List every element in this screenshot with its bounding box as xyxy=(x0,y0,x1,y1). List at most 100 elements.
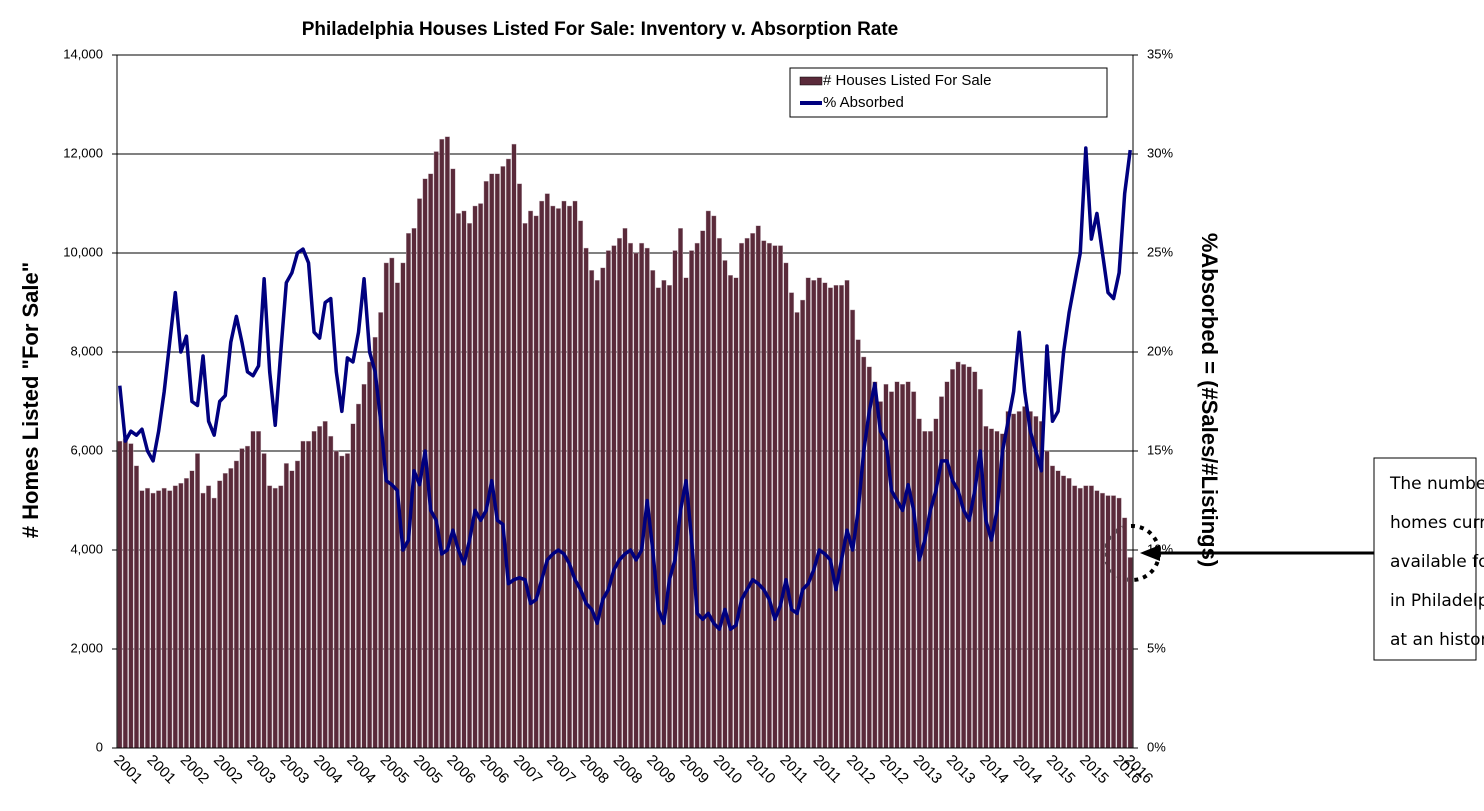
x-tick-label: 2008 xyxy=(610,752,646,788)
bar xyxy=(733,277,739,749)
bar xyxy=(544,193,550,749)
bar xyxy=(256,431,262,749)
bar xyxy=(244,445,250,749)
bar xyxy=(716,237,722,749)
bar xyxy=(1005,411,1011,749)
bar xyxy=(122,438,128,749)
bar xyxy=(628,242,634,749)
bar xyxy=(1033,416,1039,749)
y-axis-title: # Homes Listed "For Sale" xyxy=(18,262,43,538)
bar xyxy=(217,480,223,749)
bar xyxy=(522,223,528,749)
bar xyxy=(228,468,234,749)
bar xyxy=(156,490,162,749)
bar xyxy=(550,205,556,749)
bar xyxy=(250,431,256,749)
bar xyxy=(711,215,717,749)
bar xyxy=(639,242,645,749)
legend-label: % Absorbed xyxy=(823,94,904,111)
bar xyxy=(344,453,350,749)
x-tick-label: 2001 xyxy=(143,752,179,788)
x-tick-label: 2014 xyxy=(976,752,1012,788)
bar xyxy=(489,173,495,749)
bar xyxy=(533,215,539,749)
bar xyxy=(339,455,345,749)
bar xyxy=(133,465,139,749)
annotation-text: at an historic low. xyxy=(1390,630,1484,650)
bar xyxy=(117,440,123,749)
bar xyxy=(356,403,361,749)
annotation-text: The number of xyxy=(1389,474,1484,494)
chart-title: Philadelphia Houses Listed For Sale: Inv… xyxy=(302,19,899,40)
line xyxy=(118,146,1132,631)
bar xyxy=(633,252,639,749)
bar xyxy=(267,485,273,749)
y2-tick-label: 10% xyxy=(1147,541,1173,556)
bar xyxy=(128,443,134,749)
y-tick-label: 10,000 xyxy=(63,244,103,259)
bar xyxy=(827,287,833,749)
x-tick-label: 2002 xyxy=(210,752,246,788)
bar xyxy=(916,418,922,749)
bar xyxy=(822,282,828,749)
bar xyxy=(367,361,373,749)
bar xyxy=(616,237,622,749)
y-tick-label: 0 xyxy=(96,739,103,754)
bar xyxy=(322,421,328,749)
bar xyxy=(361,383,367,749)
bar xyxy=(578,220,584,749)
bar xyxy=(505,158,511,749)
bar xyxy=(694,242,700,749)
bar xyxy=(150,492,156,749)
bar xyxy=(206,485,212,749)
x-tick-label: 2005 xyxy=(377,752,413,788)
bar xyxy=(816,277,822,749)
bar xyxy=(172,485,178,749)
bar xyxy=(988,428,994,749)
bar xyxy=(494,173,500,749)
y2-tick-label: 5% xyxy=(1147,640,1166,655)
bar xyxy=(600,267,606,749)
legend-label: # Houses Listed For Sale xyxy=(823,72,991,89)
bar xyxy=(833,284,839,749)
y2-tick-label: 20% xyxy=(1147,343,1173,358)
x-tick-label: 2012 xyxy=(843,752,879,788)
bar xyxy=(794,312,800,749)
y-tick-label: 6,000 xyxy=(70,442,103,457)
x-tick-label: 2006 xyxy=(443,752,479,788)
bar xyxy=(900,383,906,749)
bar xyxy=(689,250,695,749)
bar xyxy=(1061,475,1067,749)
bar xyxy=(278,485,284,749)
bar xyxy=(328,435,334,749)
x-tick-label: 2013 xyxy=(943,752,979,788)
bar xyxy=(1099,492,1105,749)
bar xyxy=(1055,470,1061,749)
x-tick-label: 2012 xyxy=(876,752,912,788)
bar xyxy=(1016,411,1022,749)
bar xyxy=(239,448,245,749)
legend-box xyxy=(789,67,1108,118)
x-tick-label: 2003 xyxy=(243,752,279,788)
x-tick-label: 2014 xyxy=(1010,752,1046,788)
bar xyxy=(161,487,167,749)
bar xyxy=(1105,495,1111,749)
bar xyxy=(467,223,473,749)
y-tick-label: 8,000 xyxy=(70,343,103,358)
bar xyxy=(222,473,228,749)
x-tick-label: 2011 xyxy=(810,752,845,787)
bar xyxy=(567,205,572,749)
bar xyxy=(911,391,917,749)
bar xyxy=(1088,485,1094,749)
bar xyxy=(983,426,989,749)
bar xyxy=(317,426,323,749)
bar xyxy=(139,490,145,749)
bar xyxy=(811,280,817,749)
bar xyxy=(977,388,983,749)
bar xyxy=(1072,485,1078,749)
bar xyxy=(433,151,439,749)
bar xyxy=(400,262,406,749)
bar xyxy=(383,262,389,749)
y-tick-label: 4,000 xyxy=(70,541,103,556)
